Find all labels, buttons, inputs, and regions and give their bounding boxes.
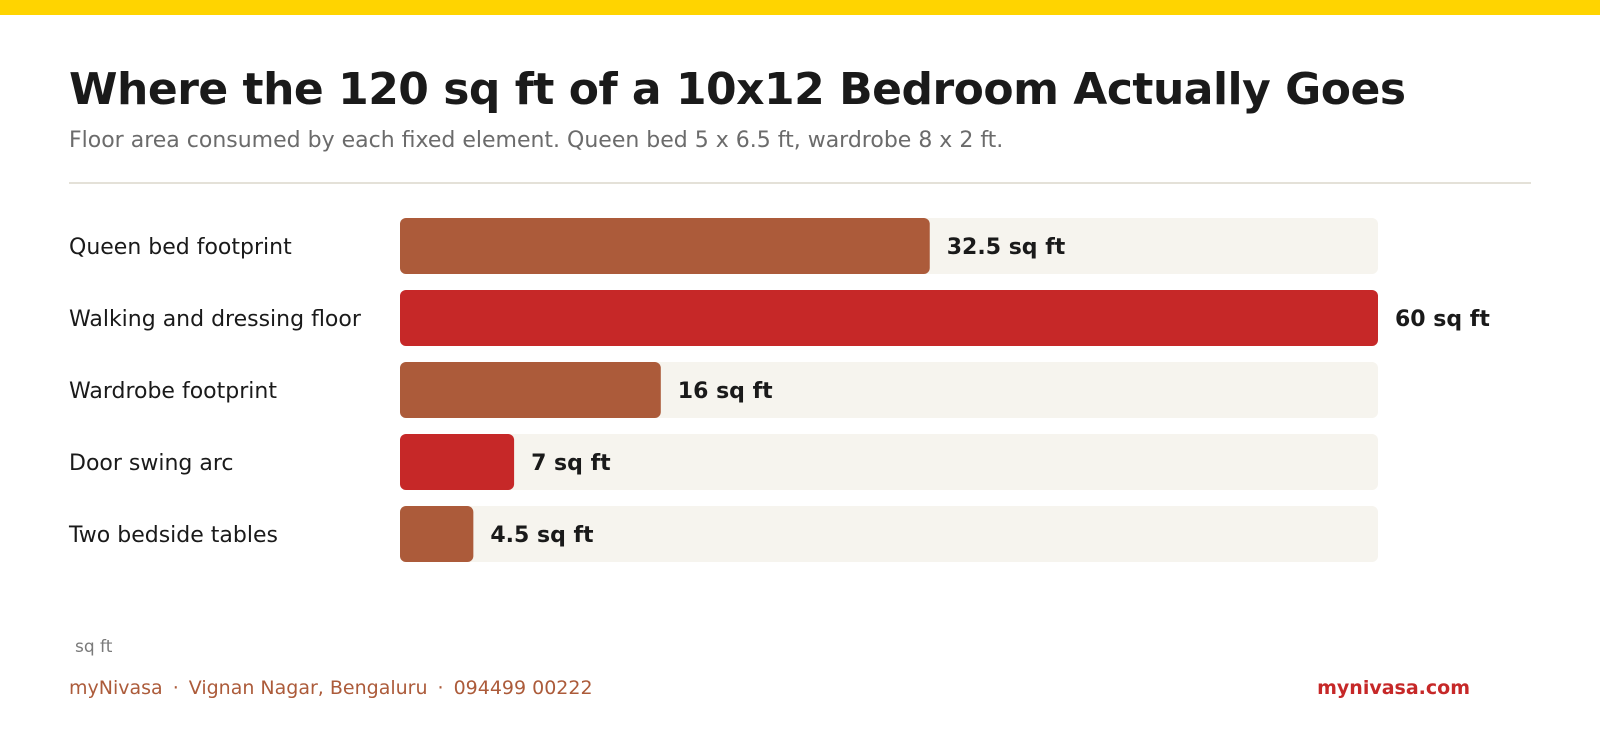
top-accent-stripe xyxy=(0,0,1600,15)
category-label: Door swing arc xyxy=(69,451,234,476)
bar xyxy=(400,218,930,274)
bar xyxy=(400,434,515,490)
footer-separator: · xyxy=(172,677,179,699)
footer-contact: myNivasa · Vignan Nagar, Bengaluru · 094499 … xyxy=(69,677,593,699)
bar xyxy=(400,506,474,562)
value-label: 60 sq ft xyxy=(1395,307,1490,332)
bar-track xyxy=(400,434,1378,490)
category-label: Two bedside tables xyxy=(68,523,278,548)
bar xyxy=(400,362,661,418)
value-label: 4.5 sq ft xyxy=(490,523,594,548)
header-divider xyxy=(69,182,1531,184)
chart-title: Where the 120 sq ft of a 10x12 Bedroom A… xyxy=(69,64,1406,115)
value-label: 16 sq ft xyxy=(678,379,773,404)
category-label: Walking and dressing floor xyxy=(69,307,362,332)
bar xyxy=(400,290,1378,346)
bar-track xyxy=(400,506,1378,562)
footer-separator: · xyxy=(437,677,444,699)
footer-location: Vignan Nagar, Bengaluru xyxy=(188,677,428,699)
value-label: 7 sq ft xyxy=(531,451,611,476)
footer-website-link[interactable]: mynivasa.com xyxy=(1317,677,1470,699)
footer-brand: myNivasa xyxy=(69,677,163,699)
chart-subtitle: Floor area consumed by each fixed elemen… xyxy=(69,128,1004,153)
value-label: 32.5 sq ft xyxy=(947,235,1066,260)
category-label: Queen bed footprint xyxy=(69,235,292,260)
unit-label: sq ft xyxy=(75,637,113,657)
category-label: Wardrobe footprint xyxy=(69,379,277,404)
footer-phone: 094499 00222 xyxy=(453,677,593,699)
